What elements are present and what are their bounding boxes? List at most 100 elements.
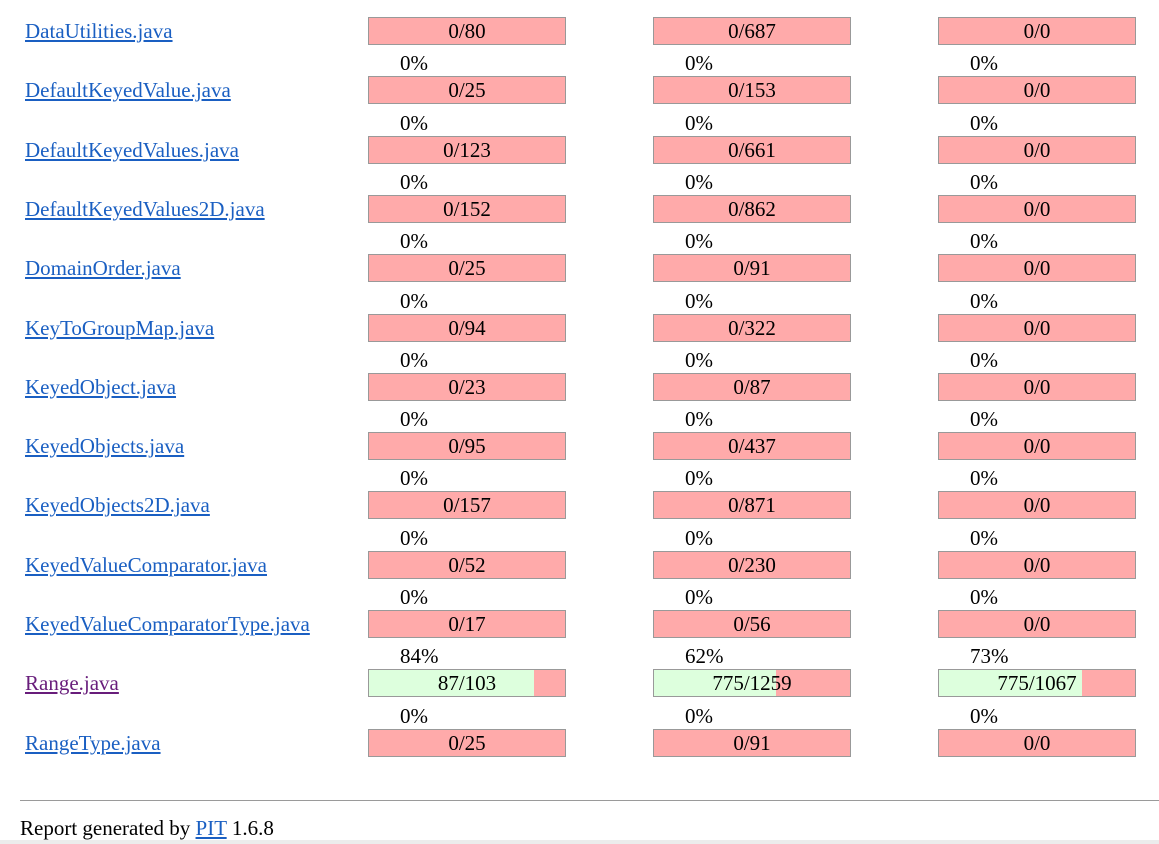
line-coverage-label: 0/123: [443, 137, 491, 162]
mutation-coverage-label: 0/87: [733, 374, 771, 399]
test-strength-bar: 0/0: [938, 610, 1136, 638]
mutation-coverage-bar: 0/91: [653, 728, 851, 757]
file-link[interactable]: DomainOrder.java: [25, 256, 181, 281]
test-strength-percent: 0%: [970, 347, 998, 372]
line-coverage-percent: 84%: [400, 644, 439, 669]
line-coverage-label: 0/25: [448, 78, 486, 103]
line-coverage-label: 0/17: [448, 612, 486, 636]
line-coverage-percent: 0%: [400, 703, 428, 728]
report-footer: Report generated by PIT 1.6.8: [20, 815, 274, 841]
test-strength-label: 0/0: [1023, 256, 1051, 281]
line-coverage-percent: 0%: [400, 288, 428, 313]
file-link[interactable]: DefaultKeyedValues2D.java: [25, 196, 265, 221]
line-coverage-percent: 0%: [400, 229, 428, 254]
test-strength-percent: 0%: [970, 51, 998, 76]
pit-link[interactable]: PIT: [195, 816, 227, 840]
test-strength-bar: 0/0: [938, 76, 1136, 105]
table-row: KeyedValueComparator.java 0% 0/52 0% 0/230 0%…: [0, 493, 1159, 579]
mutation-coverage-bar: 0/687: [653, 17, 851, 45]
file-link[interactable]: KeyedValueComparator.java: [25, 552, 267, 577]
line-coverage-bar: 0/25: [368, 728, 566, 757]
test-strength-percent: 0%: [970, 169, 998, 194]
file-link[interactable]: DataUtilities.java: [25, 19, 173, 43]
line-coverage-percent: 0%: [400, 525, 428, 550]
mutation-coverage-fill: [654, 670, 776, 697]
window-bottom-edge: [0, 840, 1159, 844]
mutation-coverage-percent: 0%: [685, 169, 713, 194]
test-strength-percent: 0%: [970, 585, 998, 609]
line-coverage-bar: 87/103: [368, 669, 566, 698]
line-coverage-label: 0/25: [448, 256, 486, 281]
line-coverage-label: 87/103: [437, 671, 497, 696]
test-strength-bar: 0/0: [938, 728, 1136, 757]
mutation-coverage-label: 0/91: [733, 730, 771, 755]
line-coverage-bar: 0/80: [368, 17, 566, 45]
line-coverage-bar: 0/25: [368, 76, 566, 105]
file-link[interactable]: KeyedValueComparatorType.java: [25, 612, 310, 636]
table-row: RangeType.java 0% 0/25 0% 0/91 0% 0/0: [0, 671, 1159, 757]
test-strength-label: 0/0: [1023, 196, 1051, 221]
test-strength-label: 0/0: [1023, 434, 1051, 459]
line-coverage-label: 0/52: [448, 552, 486, 577]
test-strength-percent: 0%: [970, 110, 998, 135]
line-coverage-percent: 0%: [400, 585, 428, 609]
line-coverage-bar: 0/157: [368, 491, 566, 520]
table-row: KeyedObjects2D.java 0% 0/157 0% 0/871 0% 0/0: [0, 433, 1159, 520]
test-strength-bar: 0/0: [938, 313, 1136, 342]
line-coverage-percent: 0%: [400, 466, 428, 491]
test-strength-bar: 0/0: [938, 254, 1136, 283]
line-coverage-label: 0/94: [448, 315, 486, 340]
footer-prefix: Report generated by: [20, 816, 191, 840]
mutation-coverage-label: 0/322: [728, 315, 776, 340]
test-strength-percent: 0%: [970, 288, 998, 313]
file-link[interactable]: DefaultKeyedValues.java: [25, 137, 239, 162]
mutation-coverage-label: 0/661: [728, 137, 776, 162]
file-link[interactable]: KeyedObject.java: [25, 374, 177, 399]
table-row: DataUtilities.java 0/80 0/687 0/0: [0, 0, 1159, 45]
mutation-coverage-label: 0/437: [728, 434, 776, 459]
mutation-coverage-label: 775/1259: [712, 671, 792, 696]
test-strength-label: 0/0: [1023, 374, 1051, 399]
mutation-coverage-bar: 0/153: [653, 76, 851, 105]
file-link[interactable]: KeyToGroupMap.java: [25, 315, 215, 340]
line-coverage-bar: 0/123: [368, 135, 566, 164]
table-row: KeyedValueComparatorType.java 0% 0/17 0% 0/5…: [0, 552, 1159, 638]
test-strength-label: 0/0: [1023, 19, 1051, 43]
mutation-coverage-label: 0/91: [733, 256, 771, 281]
test-strength-label: 0/0: [1023, 315, 1051, 340]
mutation-coverage-bar: 0/437: [653, 432, 851, 461]
table-row: DefaultKeyedValue.java 0% 0/25 0% 0/153 0% 0/0: [0, 18, 1159, 105]
test-strength-percent: 0%: [970, 229, 998, 254]
line-coverage-bar: 0/17: [368, 610, 566, 638]
line-coverage-percent: 0%: [400, 51, 428, 76]
line-coverage-percent: 0%: [400, 407, 428, 432]
file-link[interactable]: Range.java: [25, 671, 119, 696]
mutation-coverage-bar: 0/862: [653, 194, 851, 223]
file-link[interactable]: KeyedObjects2D.java: [25, 493, 210, 518]
mutation-coverage-label: 0/153: [728, 78, 776, 103]
mutation-coverage-label: 0/230: [728, 552, 776, 577]
test-strength-label: 775/1067: [997, 671, 1077, 696]
file-link[interactable]: RangeType.java: [25, 730, 161, 755]
test-strength-bar: 0/0: [938, 491, 1136, 520]
line-coverage-bar: 0/94: [368, 313, 566, 342]
line-coverage-bar: 0/23: [368, 372, 566, 401]
test-strength-bar: 0/0: [938, 550, 1136, 579]
mutation-coverage-percent: 0%: [685, 229, 713, 254]
test-strength-bar: 775/1067: [938, 669, 1136, 698]
line-coverage-bar: 0/52: [368, 550, 566, 579]
footer-version: 1.6.8: [231, 816, 274, 840]
file-link[interactable]: DefaultKeyedValue.java: [25, 78, 231, 103]
table-row: DefaultKeyedValues2D.java 0% 0/152 0% 0/862 0…: [0, 137, 1159, 223]
mutation-coverage-bar: 0/661: [653, 135, 851, 164]
mutation-coverage-bar: 775/1259: [653, 669, 851, 698]
line-coverage-bar: 0/152: [368, 194, 566, 223]
line-coverage-label: 0/157: [443, 493, 491, 518]
mutation-coverage-bar: 0/230: [653, 550, 851, 579]
file-link[interactable]: KeyedObjects.java: [25, 434, 185, 459]
mutation-coverage-percent: 0%: [685, 110, 713, 135]
table-row: Range.java 84% 87/103 62% 775/1259 73% 775/106…: [0, 611, 1159, 698]
test-strength-percent: 0%: [970, 525, 998, 550]
test-strength-percent: 0%: [970, 466, 998, 491]
mutation-coverage-percent: 0%: [685, 347, 713, 372]
